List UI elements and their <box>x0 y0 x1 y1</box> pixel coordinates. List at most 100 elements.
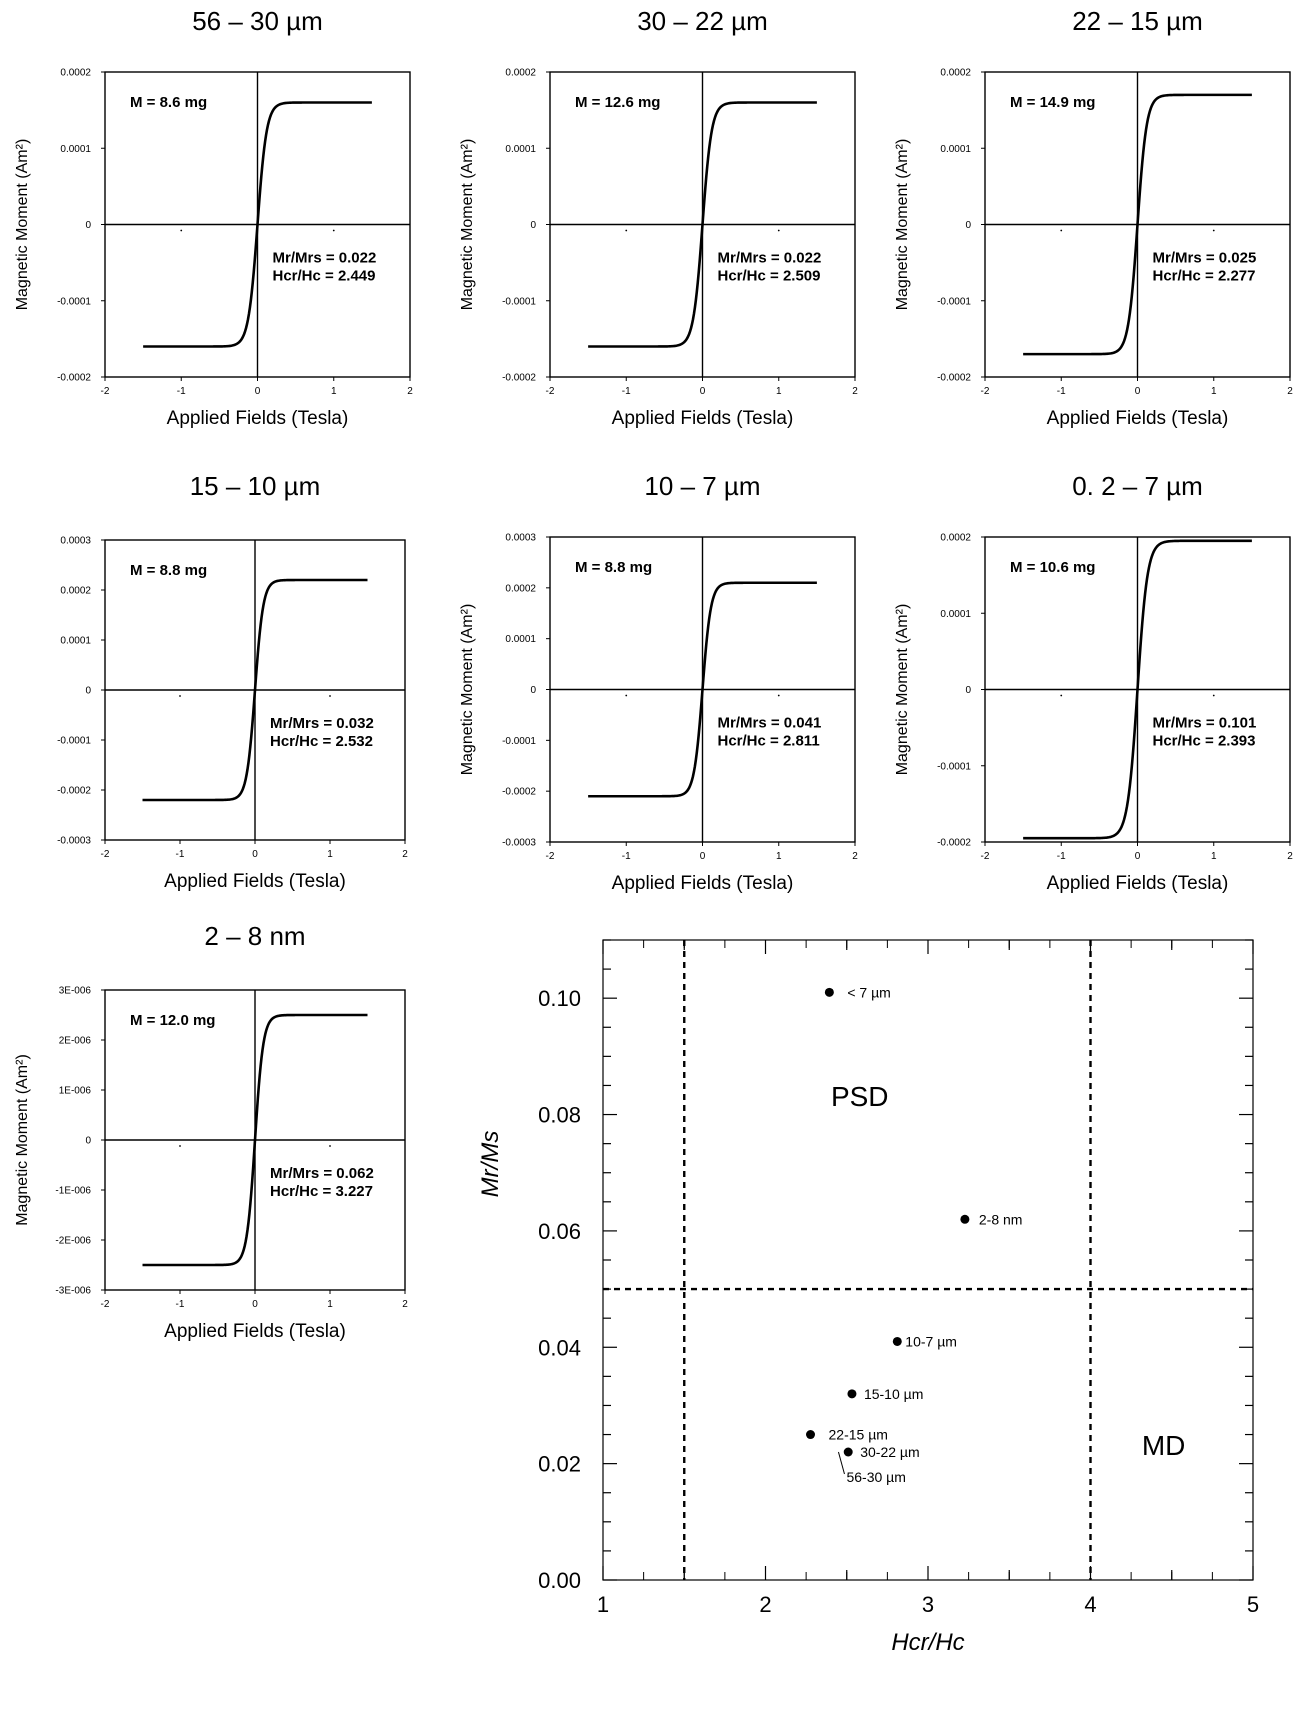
y-tick-label: -0.0001 <box>502 736 536 747</box>
x-tick-label: -1 <box>177 386 186 397</box>
y-axis-label: Magnetic Moment (Am²) <box>14 1054 31 1226</box>
mr-ratio-label: Mr/Mrs = 0.101 <box>1153 715 1257 732</box>
x-tick-label: 0 <box>1135 386 1141 397</box>
y-tick-label: 0.10 <box>538 986 581 1011</box>
x-tick-label: 2 <box>852 386 858 397</box>
minor-dot <box>1060 229 1063 232</box>
mass-label: M = 8.6 mg <box>130 94 207 111</box>
mass-label: M = 8.8 mg <box>575 559 652 576</box>
y-tick-label: 0.0003 <box>60 536 91 547</box>
minor-dot <box>329 1145 331 1147</box>
chart-title: 15 – 10 µm <box>190 471 321 501</box>
x-tick-label: 1 <box>331 386 337 397</box>
y-tick-label: 0.0002 <box>940 68 971 79</box>
x-tick-label: 2 <box>852 851 858 862</box>
data-point <box>824 987 834 997</box>
y-tick-label: -2E-006 <box>55 1236 91 1247</box>
x-tick-label: -1 <box>622 386 631 397</box>
x-tick-label: 2 <box>402 849 408 860</box>
mr-ratio-label: Mr/Mrs = 0.025 <box>1153 250 1257 267</box>
y-axis-label: Magnetic Moment (Am²) <box>459 139 476 311</box>
chart-svg: 22 – 15 µm -2 -1 0 1 2 0.0002 0.0001 0 -0.0001 -0.… <box>894 6 1293 429</box>
minor-dot <box>1212 694 1215 697</box>
chart-svg: 0. 2 – 7 µm -2 -1 0 1 2 0.0002 0.0001 0 -0.0001 -0… <box>894 471 1293 894</box>
chart-title: 22 – 15 µm <box>1072 6 1203 36</box>
series-line <box>143 101 372 348</box>
y-tick-label: -0.0002 <box>502 373 536 384</box>
y-tick-label: -0.0002 <box>937 838 971 849</box>
data-point-label: 56-30 µm <box>846 1469 905 1485</box>
mr-ratio-label: Mr/Mrs = 0.022 <box>273 250 377 267</box>
series-line <box>1023 539 1252 840</box>
hcr-ratio-label: Hcr/Hc = 3.227 <box>270 1183 373 1200</box>
x-tick-label: 1 <box>1211 386 1217 397</box>
data-point-label: 22-15 µm <box>829 1427 888 1443</box>
hcr-ratio-label: Hcr/Hc = 2.509 <box>718 268 821 285</box>
plot-frame <box>602 939 1254 1581</box>
y-tick-label: -0.0002 <box>57 373 91 384</box>
y-tick-label: 0.04 <box>538 1335 581 1360</box>
chart-title: 30 – 22 µm <box>637 6 768 36</box>
y-tick-label: 0 <box>85 1136 91 1147</box>
y-tick-label: 0.08 <box>538 1103 581 1128</box>
data-point-label: 2-8 nm <box>979 1211 1023 1227</box>
y-tick-label: 0 <box>85 220 91 231</box>
hysteresis-chart-1: 56 – 30 µm -2 -1 0 1 2 0.0002 0.0001 0 -0.0001 -0.… <box>0 0 430 440</box>
x-axis-label: Applied Fields (Tesla) <box>164 1321 346 1342</box>
x-tick-label: 1 <box>327 1299 333 1310</box>
chart-svg: 2 – 8 nm -2 -1 0 1 2 3E-006 2E-006 1E-006 0 -1E-00… <box>14 921 408 1342</box>
minor-dot <box>1060 694 1063 697</box>
y-tick-label: -0.0002 <box>937 373 971 384</box>
hysteresis-chart-6: 0. 2 – 7 µm -2 -1 0 1 2 0.0002 0.0001 0 -0.0001 -0… <box>880 465 1303 905</box>
x-tick-label: -2 <box>981 851 990 862</box>
x-tick-label: -2 <box>101 386 110 397</box>
y-tick-label: 0.0001 <box>940 609 971 620</box>
x-tick-label: 0 <box>252 849 258 860</box>
mass-label: M = 12.0 mg <box>130 1012 215 1029</box>
hcr-ratio-label: Hcr/Hc = 2.277 <box>1153 268 1256 285</box>
y-tick-label: 0.0001 <box>60 144 91 155</box>
y-tick-label: 0.00 <box>538 1568 581 1593</box>
y-tick-label: 0.06 <box>538 1219 581 1244</box>
y-tick-label: 0.0001 <box>505 144 536 155</box>
x-tick-label: 1 <box>776 386 782 397</box>
y-axis-label: Mr/Ms <box>477 1131 504 1198</box>
minor-dot <box>329 695 331 697</box>
data-point <box>806 1430 816 1440</box>
chart-title: 10 – 7 µm <box>644 471 760 501</box>
y-tick-label: -0.0001 <box>57 296 91 307</box>
x-tick-label: -2 <box>101 849 110 860</box>
x-axis-label: Applied Fields (Tesla) <box>1047 408 1229 429</box>
y-tick-label: 0.0001 <box>60 636 91 647</box>
mass-label: M = 12.6 mg <box>575 94 660 111</box>
y-tick-label: -0.0002 <box>502 787 536 798</box>
x-tick-label: -1 <box>176 849 185 860</box>
data-point <box>892 1336 902 1346</box>
data-point <box>843 1447 853 1457</box>
minor-dot <box>1212 229 1215 232</box>
hysteresis-chart-5: 10 – 7 µm -2 -1 0 1 2 0.0003 0.0002 0.0001 0 -0.00… <box>445 465 875 905</box>
region-label-psd: PSD <box>831 1081 889 1112</box>
minor-dot <box>179 1145 181 1147</box>
hcr-ratio-label: Hcr/Hc = 2.532 <box>270 733 373 750</box>
y-tick-label: 0.02 <box>538 1452 581 1477</box>
x-tick-label: -2 <box>101 1299 110 1310</box>
data-point-label: 10-7 µm <box>905 1333 957 1349</box>
y-axis-label: Magnetic Moment (Am²) <box>14 139 31 311</box>
y-axis-label: Magnetic Moment (Am²) <box>459 604 476 776</box>
y-tick-label: 0 <box>530 220 536 231</box>
x-tick-label: -2 <box>981 386 990 397</box>
day-plot-chart: 1 2 3 4 5 0.10 0.08 0.06 0.04 0.02 0.00 PSD MD < 7 µm… <box>470 925 1303 1736</box>
data-point <box>960 1214 970 1224</box>
x-tick-label: -1 <box>622 851 631 862</box>
data-point <box>847 1389 857 1399</box>
minor-dot <box>180 229 183 232</box>
x-tick-label: 2 <box>407 386 413 397</box>
x-tick-label: -1 <box>1057 386 1066 397</box>
y-tick-label: 0.0002 <box>505 583 536 594</box>
y-tick-label: 0.0002 <box>940 533 971 544</box>
series-line <box>142 1013 368 1267</box>
chart-title: 2 – 8 nm <box>204 921 305 951</box>
x-tick-label: 0 <box>700 851 706 862</box>
mass-label: M = 14.9 mg <box>1010 94 1095 111</box>
